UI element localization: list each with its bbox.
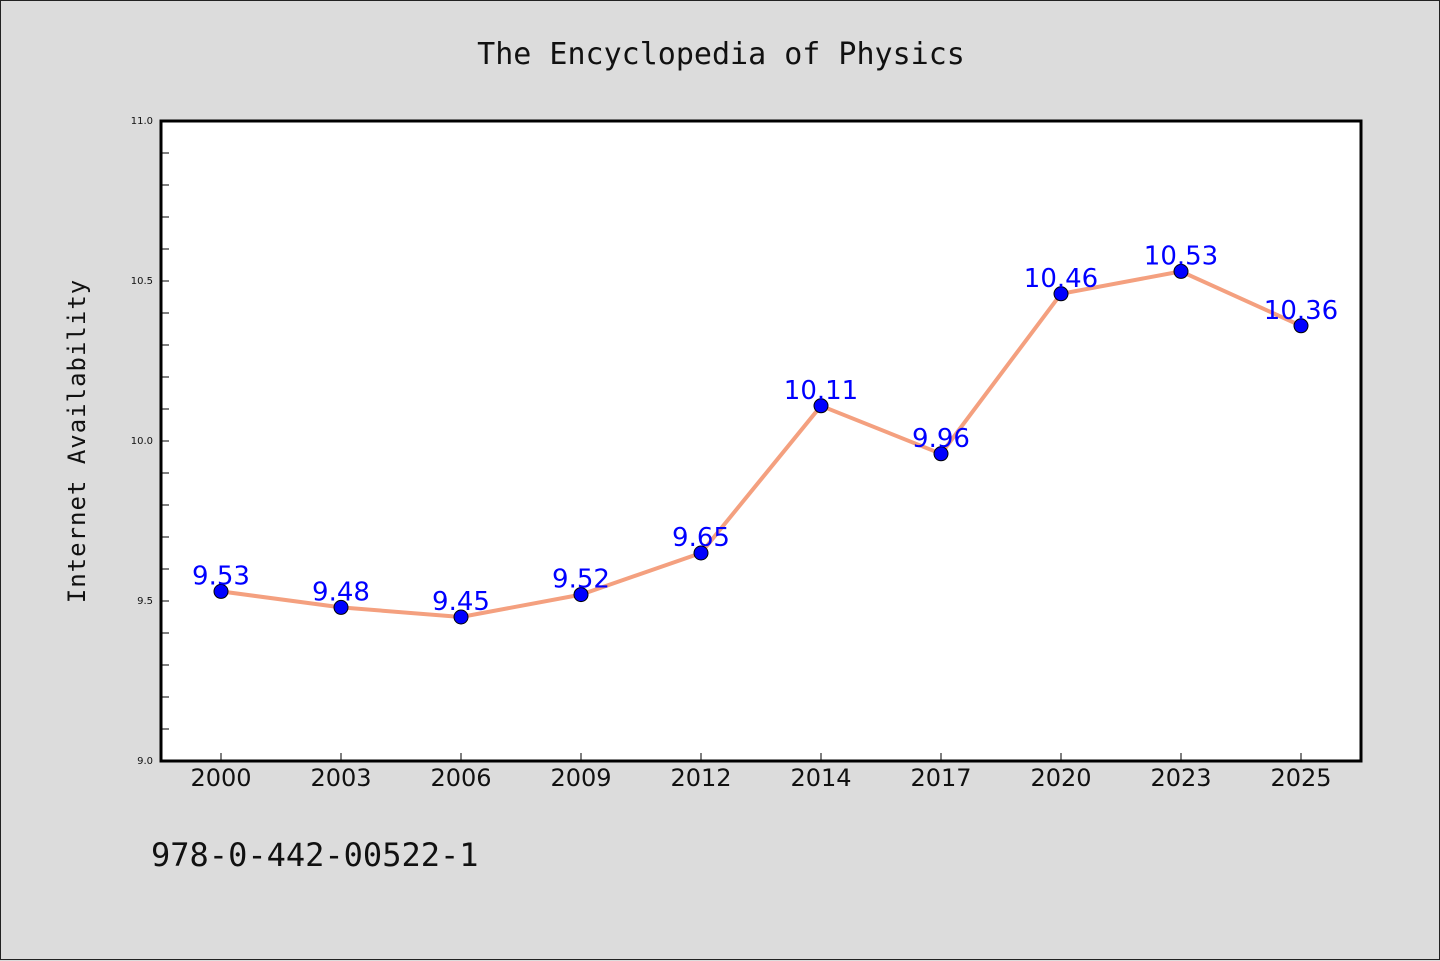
data-point [573,587,589,603]
y-axis-label: Internet Availability [63,279,91,603]
y-tick-label: 9.0 [137,756,153,767]
plot-area [159,119,1363,763]
series-line [220,269,1302,619]
data-label: 9.48 [312,577,370,607]
data-point [213,583,229,599]
data-point [453,609,469,625]
data-label: 9.45 [432,587,490,617]
x-tick-label: 2017 [910,764,971,792]
data-point [333,599,349,615]
data-point [813,398,829,414]
x-tick-label: 2012 [670,764,731,792]
data-point [693,545,709,561]
y-tick-label: 11.0 [131,116,153,127]
x-tick-label: 2023 [1150,764,1211,792]
isbn-footer: 978-0-442-00522-1 [151,836,479,874]
series-group: 9.53 9.48 9.45 9.52 9.65 10.11 9.96 10.46 10.53 1… [192,241,1338,625]
x-axis-ticks: 2000 2003 2006 2009 2012 2014 2017 2020 2023 2025 [190,753,1332,792]
x-tick-label: 2014 [790,764,851,792]
data-label: 9.53 [192,561,250,591]
x-tick-label: 2020 [1030,764,1091,792]
chart-title: The Encyclopedia of Physics [477,37,965,72]
data-label: 10.36 [1264,296,1338,326]
y-tick-label: 10.5 [131,276,153,287]
x-tick-label: 2006 [430,764,491,792]
x-tick-label: 2000 [190,764,251,792]
data-point [1173,263,1189,279]
y-tick-label: 9.5 [137,596,153,607]
data-label: 9.65 [672,523,730,553]
data-label: 9.52 [552,565,610,595]
x-tick-label: 2025 [1270,764,1331,792]
data-label: 10.46 [1024,264,1098,294]
x-tick-label: 2003 [310,764,371,792]
data-point [1293,318,1309,334]
data-label: 10.53 [1144,241,1218,271]
x-tick-label: 2009 [550,764,611,792]
data-point [933,446,949,462]
y-tick-label: 10.0 [131,436,153,447]
data-label: 9.96 [912,424,970,454]
y-axis-ticks: 9.0 9.5 10.0 10.5 11.0 [131,116,169,767]
data-label: 10.11 [784,376,858,406]
data-point [1053,286,1069,302]
